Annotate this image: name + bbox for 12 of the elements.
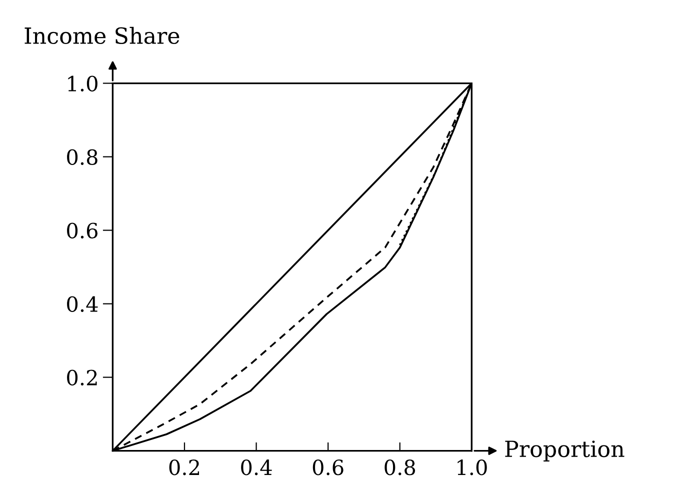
y-tick-label: 0.4 bbox=[67, 296, 98, 312]
y-tick-label: 0.8 bbox=[67, 149, 98, 165]
y-tick-label: 1.0 bbox=[68, 76, 98, 92]
y-axis-title: Income Share bbox=[24, 26, 180, 44]
x-axis-title: Proportion bbox=[505, 440, 624, 462]
x-tick-label: 0.2 bbox=[169, 459, 200, 476]
x-tick-label: 1.0 bbox=[458, 459, 487, 476]
y-tick-label: 0.2 bbox=[67, 370, 97, 386]
x-tick-label: 0.4 bbox=[241, 459, 272, 476]
x-tick-label: 0.8 bbox=[384, 459, 416, 476]
x-tick-label: 0.6 bbox=[312, 459, 344, 476]
y-tick-label: 0.6 bbox=[67, 222, 98, 238]
